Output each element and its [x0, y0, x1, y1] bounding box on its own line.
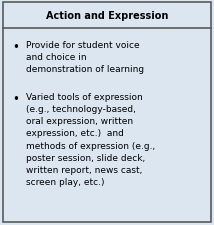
Text: •: • — [13, 41, 19, 54]
Text: Varied tools of expression
(e.g., technology-based,
oral expression, written
exp: Varied tools of expression (e.g., techno… — [26, 93, 155, 186]
Text: Action and Expression: Action and Expression — [46, 11, 168, 21]
Text: Provide for student voice
and choice in
demonstration of learning: Provide for student voice and choice in … — [26, 41, 144, 74]
Text: •: • — [13, 93, 19, 106]
